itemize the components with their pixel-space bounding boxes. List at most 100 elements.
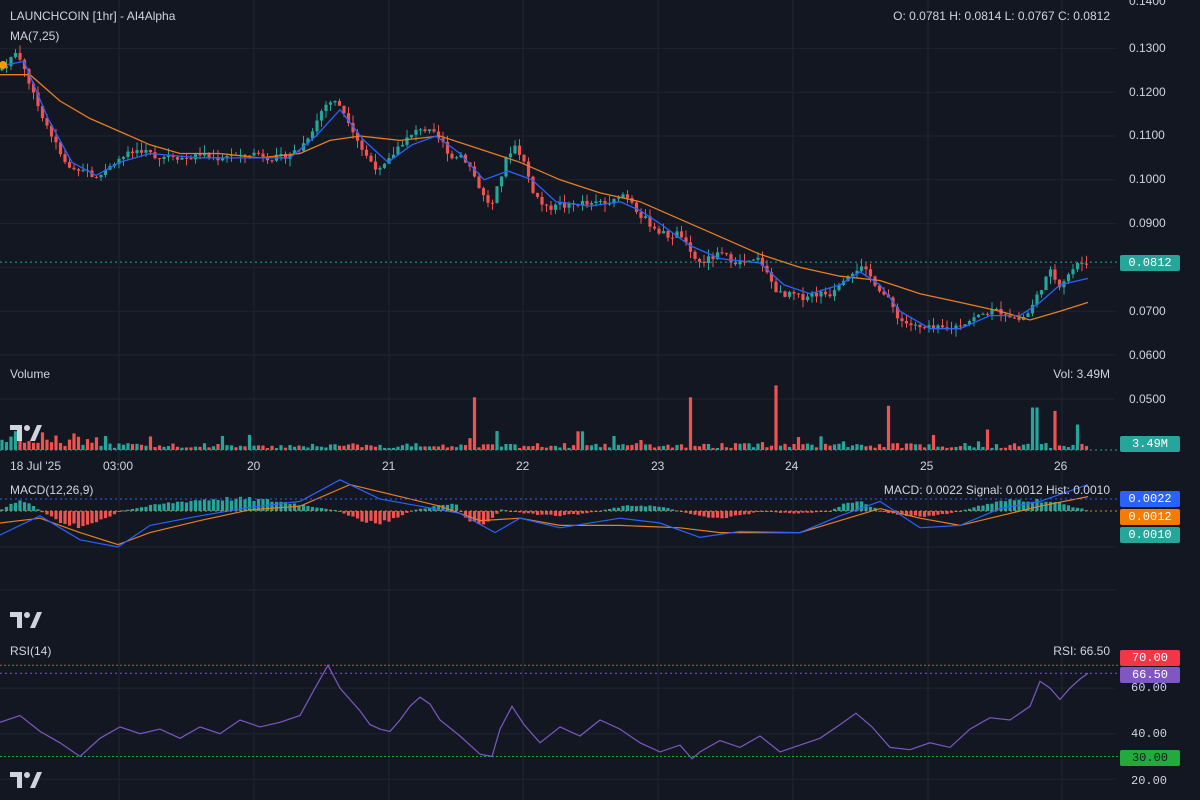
macd-hist-bar — [549, 511, 553, 515]
macd-hist-bar — [814, 511, 819, 513]
macd-hist-bar — [153, 504, 157, 511]
candle-body — [846, 276, 850, 281]
candle-body — [535, 192, 540, 197]
macd-hist-bar — [877, 510, 882, 512]
macd-hist-bar — [621, 505, 625, 511]
macd-hist-bar — [931, 511, 936, 516]
candle-body — [814, 292, 819, 297]
candle-body — [733, 262, 738, 265]
candle-body — [319, 111, 324, 121]
macd-hist-bar — [99, 511, 103, 520]
macd-hist-bar — [238, 496, 243, 511]
candle-body — [81, 170, 85, 172]
volume-bar — [855, 444, 859, 450]
candle-body — [175, 157, 180, 160]
macd-hist-bar — [580, 511, 585, 514]
volume-bar — [157, 445, 162, 450]
macd-hist-bar — [270, 501, 274, 511]
volume-bar — [247, 434, 252, 450]
volume-bar — [580, 431, 585, 450]
macd-hist-bar — [990, 503, 994, 511]
candle-body — [994, 308, 999, 310]
volume-bar — [144, 445, 148, 450]
candle-body — [796, 293, 801, 295]
volume-bar — [657, 446, 661, 450]
macd-hist-bar — [1021, 501, 1026, 511]
volume-bar — [949, 447, 954, 450]
macd-hist-bar — [1044, 501, 1048, 511]
volume-bar — [711, 447, 715, 450]
candle-body — [954, 325, 958, 330]
macd-hist-bar — [526, 511, 531, 514]
macd-hist-bar — [540, 511, 544, 515]
volume-bar — [625, 445, 630, 450]
volume-bar — [549, 445, 553, 450]
time-label: 20 — [247, 459, 261, 473]
candle-body — [895, 307, 900, 319]
price-tick: 0.1100 — [1129, 128, 1165, 142]
candle-body — [837, 284, 841, 291]
candle-body — [184, 157, 189, 159]
candle-body — [985, 313, 990, 315]
candle-body — [549, 205, 553, 210]
macd-hist-bar — [922, 511, 927, 517]
macd-hist-bar — [1062, 504, 1066, 511]
macd-hist-bar — [405, 511, 409, 513]
candle-body — [634, 202, 639, 213]
volume-bar — [490, 444, 495, 450]
volume-bar — [612, 435, 616, 450]
macd-hist-bar — [463, 511, 468, 518]
volume-bar — [954, 447, 958, 450]
volume-bar — [139, 444, 144, 450]
price-tick: 0.1300 — [1129, 41, 1166, 55]
macd-hist-bar — [400, 511, 405, 516]
macd-hist-bar — [342, 511, 346, 514]
macd-tag: 0.0022 — [1120, 491, 1180, 507]
macd-hist-bar — [657, 506, 661, 511]
volume-bar — [117, 443, 121, 450]
macd-hist-bar — [634, 506, 639, 511]
volume-bar — [58, 442, 63, 450]
macd-hist-bar — [778, 511, 783, 513]
price-tick: 0.1400 — [1129, 0, 1166, 8]
candle-body — [99, 175, 103, 178]
candle-body — [103, 169, 108, 176]
candle-body — [1048, 269, 1053, 277]
volume-bar — [801, 444, 805, 450]
volume-bar — [670, 447, 675, 450]
volume-bar — [481, 444, 486, 450]
macd-hist-bar — [90, 511, 94, 524]
candle-body — [972, 317, 976, 322]
volume-bar — [1003, 447, 1008, 450]
macd-hist-bar — [684, 511, 688, 513]
volume-bar — [1075, 424, 1080, 450]
candle-body — [382, 163, 387, 168]
candle-body — [589, 203, 594, 205]
macd-hist-bar — [364, 511, 369, 523]
volume-bar — [585, 445, 589, 450]
volume-bar — [409, 446, 414, 450]
candle-body — [252, 152, 256, 156]
volume-bar — [175, 446, 180, 450]
macd-hist-bar — [189, 500, 193, 511]
macd-hist-bar — [184, 502, 189, 511]
macd-hist-bar — [756, 511, 760, 512]
candle-body — [981, 313, 985, 315]
volume-bar — [346, 444, 351, 450]
candle-body — [157, 158, 162, 160]
macd-hist-bar — [859, 501, 864, 511]
macd-hist-bar — [810, 511, 814, 513]
candle-body — [819, 291, 823, 297]
volume-bar — [733, 443, 738, 450]
volume-bar — [792, 443, 796, 450]
candle-body — [40, 106, 45, 119]
macd-hist-bar — [63, 511, 67, 524]
rsi-plot — [0, 664, 1118, 760]
ma25-line — [0, 74, 1089, 321]
volume-bar — [765, 447, 769, 450]
volume-bar — [184, 447, 189, 450]
volume-bar — [810, 444, 814, 450]
volume-bar — [643, 444, 648, 450]
volume-bar — [666, 444, 670, 450]
